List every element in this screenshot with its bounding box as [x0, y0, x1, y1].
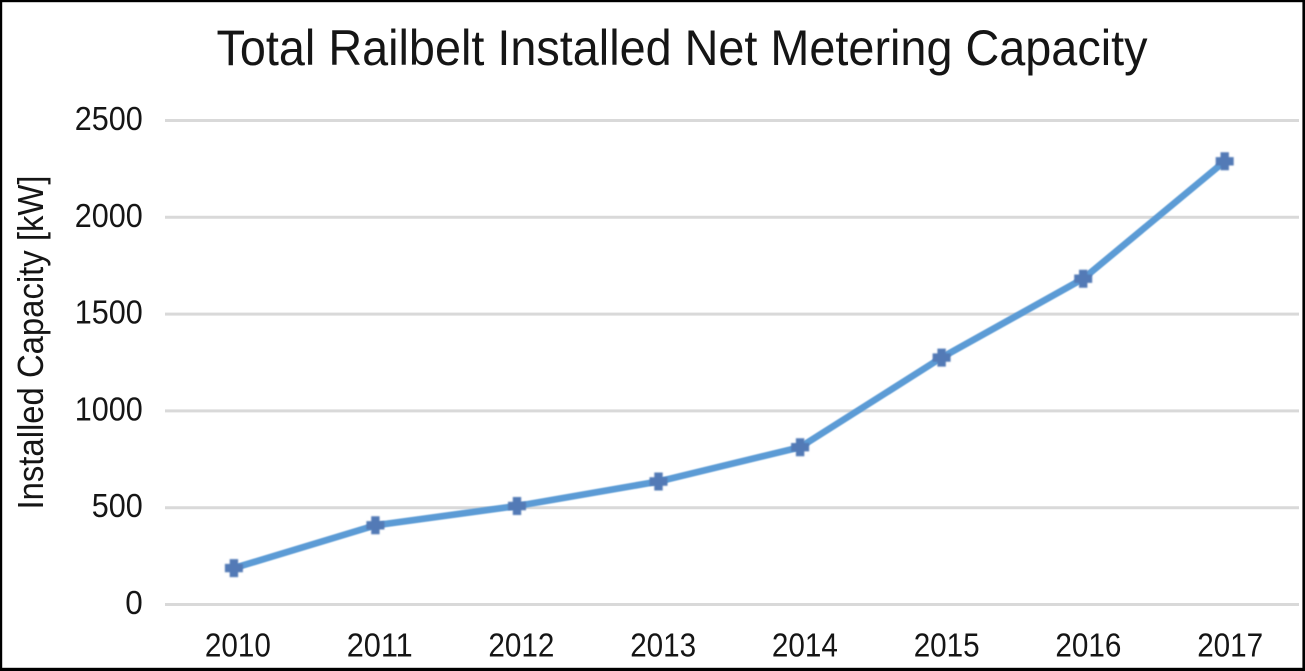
svg-text:1000: 1000 — [75, 390, 143, 427]
svg-text:2500: 2500 — [75, 100, 143, 137]
svg-text:2012: 2012 — [488, 627, 554, 664]
svg-text:2015: 2015 — [914, 627, 980, 664]
svg-text:2016: 2016 — [1055, 627, 1121, 664]
svg-text:2000: 2000 — [75, 197, 143, 234]
svg-text:2013: 2013 — [630, 627, 696, 664]
svg-text:500: 500 — [92, 487, 143, 524]
svg-text:2010: 2010 — [205, 627, 271, 664]
svg-text:0: 0 — [125, 584, 143, 621]
svg-text:Total Railbelt Installed Net M: Total Railbelt Installed Net Metering Ca… — [217, 19, 1149, 76]
svg-text:Installed Capacity [kW]: Installed Capacity [kW] — [10, 176, 51, 510]
svg-text:2011: 2011 — [347, 627, 413, 664]
svg-text:2017: 2017 — [1197, 627, 1263, 664]
svg-text:1500: 1500 — [75, 294, 143, 331]
svg-text:2014: 2014 — [772, 627, 838, 664]
